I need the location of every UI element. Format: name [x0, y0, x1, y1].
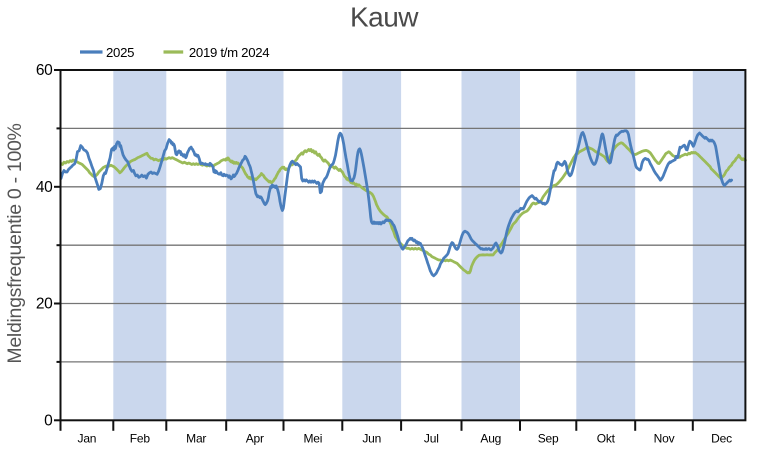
svg-text:Mei: Mei — [304, 432, 323, 446]
svg-text:Jun: Jun — [362, 432, 381, 446]
svg-text:Jul: Jul — [424, 432, 439, 446]
svg-text:Okt: Okt — [597, 432, 616, 446]
svg-text:Nov: Nov — [654, 432, 675, 446]
svg-text:2025: 2025 — [106, 45, 134, 60]
svg-text:20: 20 — [36, 296, 53, 313]
svg-text:Kauw: Kauw — [350, 2, 419, 33]
svg-text:40: 40 — [36, 179, 53, 196]
svg-text:Dec: Dec — [711, 432, 732, 446]
svg-text:Mar: Mar — [186, 432, 206, 446]
svg-text:Meldingsfrequentie 0 - 100%: Meldingsfrequentie 0 - 100% — [4, 123, 26, 363]
svg-text:Aug: Aug — [480, 432, 501, 446]
svg-text:Feb: Feb — [130, 432, 151, 446]
svg-text:Apr: Apr — [246, 432, 264, 446]
svg-text:Jan: Jan — [78, 432, 97, 446]
svg-text:60: 60 — [36, 62, 53, 79]
svg-text:0: 0 — [44, 413, 53, 430]
svg-text:Sep: Sep — [538, 432, 559, 446]
svg-text:2019 t/m 2024: 2019 t/m 2024 — [189, 45, 269, 60]
